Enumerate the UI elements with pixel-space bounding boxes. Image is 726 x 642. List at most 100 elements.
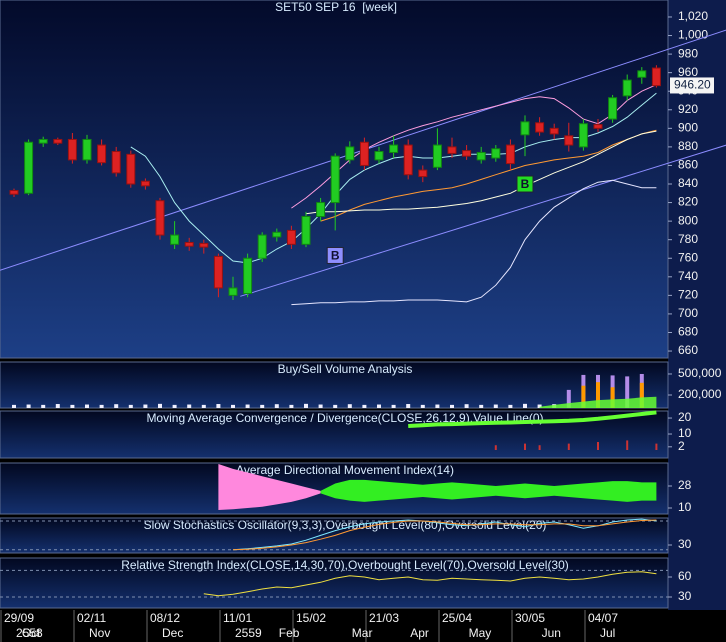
month-label: Jun (542, 626, 561, 640)
candle-body (608, 97, 618, 120)
price-axis-area (668, 0, 726, 610)
volume-bar (523, 403, 527, 408)
overlay-line (291, 179, 657, 306)
volume-bar (362, 404, 367, 408)
signal-label: B (521, 177, 530, 191)
panel-title: Moving Average Convergence / Divergence(… (146, 411, 543, 425)
histogram-bar (524, 443, 526, 451)
volume-bar (391, 404, 396, 408)
panel (0, 557, 669, 609)
candle-body (345, 146, 355, 161)
volume-bar (187, 404, 192, 408)
candle-body (374, 151, 384, 161)
candle-body (637, 70, 647, 78)
date-label: 08/12 (150, 611, 180, 625)
volume-bar (41, 404, 46, 408)
volume-bar (581, 385, 586, 408)
candle-body (564, 135, 574, 146)
date-label: 21/03 (369, 611, 399, 625)
volume-bar (26, 404, 31, 408)
y-tick-label: 500,000 (678, 366, 722, 380)
indicator-line (232, 518, 657, 551)
volume-bar (508, 404, 513, 408)
candle-body (243, 257, 253, 295)
volume-bar (172, 404, 177, 408)
panel (0, 361, 669, 409)
candle-body (520, 121, 530, 136)
volume-bar (406, 404, 411, 408)
indicator-band (218, 463, 321, 510)
y-tick-label: 2 (678, 439, 685, 453)
candle-body (111, 151, 121, 174)
date-label: 30/05 (515, 611, 545, 625)
candle-body (97, 144, 107, 164)
y-tick-label: 920 (678, 102, 698, 116)
month-label: May (469, 626, 492, 640)
y-tick-label: 30 (678, 589, 692, 603)
date-label: 04/07 (588, 611, 618, 625)
volume-bar (479, 404, 484, 408)
candle-body (213, 255, 223, 289)
volume-bar (377, 404, 381, 408)
candle-body (286, 229, 296, 245)
volume-area (539, 396, 657, 408)
volume-bar (639, 382, 644, 408)
y-tick-label: 10 (678, 500, 692, 514)
signal-marker (516, 175, 534, 193)
candle-body (228, 287, 238, 296)
candle-body (462, 150, 472, 157)
volume-bar (596, 382, 600, 408)
month-label: Feb (279, 626, 300, 640)
month-label: Mar (352, 626, 373, 640)
candle-body (184, 241, 194, 247)
y-tick-label: 980 (678, 46, 698, 60)
candle-body (38, 138, 48, 144)
y-tick-label: 10 (678, 426, 692, 440)
y-tick-label: 760 (678, 250, 698, 264)
candle-body (549, 127, 559, 135)
candle-body (82, 138, 92, 161)
volume-bar (347, 404, 352, 408)
candle-body (418, 169, 428, 178)
candle-body (491, 148, 501, 159)
volume-bar (55, 404, 60, 408)
y-tick-label: 880 (678, 139, 698, 153)
panel-title: Slow Stochastics Oscillator(9,3,3),Overb… (144, 518, 547, 532)
candle-body (67, 138, 77, 161)
candle-body (389, 144, 399, 153)
candle-body (272, 231, 282, 238)
histogram-bar (567, 443, 570, 451)
y-tick-label: 780 (678, 232, 698, 246)
volume-bar (464, 404, 469, 408)
last-price-label: 946.20 (674, 78, 711, 92)
candle-body (53, 138, 63, 144)
volume-bar (537, 404, 542, 408)
candle-body (593, 124, 603, 129)
volume-bar (12, 404, 16, 408)
panel-title: Average Directional Movement Index(14) (236, 463, 454, 477)
volume-bar (114, 404, 119, 408)
y-tick-label: 30 (678, 537, 692, 551)
volume-bar (625, 376, 630, 408)
volume-bar (99, 404, 104, 408)
y-tick-label: 900 (678, 121, 698, 135)
month-label: Dec (162, 626, 183, 640)
volume-bar (566, 389, 571, 408)
candle-body (140, 180, 150, 187)
panel-title: SET50 SEP 16 [week] (275, 0, 397, 14)
candle-body (155, 200, 165, 236)
candle-body (330, 155, 340, 204)
y-tick-label: 820 (678, 195, 698, 209)
volume-bar (304, 403, 308, 408)
volume-bar (333, 404, 338, 408)
candle-body (432, 144, 442, 168)
volume-bar (420, 404, 425, 408)
volume-bar (450, 404, 454, 408)
candle-body (578, 123, 588, 148)
candle-body (505, 144, 515, 165)
month-label: 2559 (235, 626, 262, 640)
y-tick-label: 800 (678, 213, 698, 227)
y-tick-label: 28 (678, 478, 692, 492)
y-tick-label: 1,020 (678, 9, 708, 23)
